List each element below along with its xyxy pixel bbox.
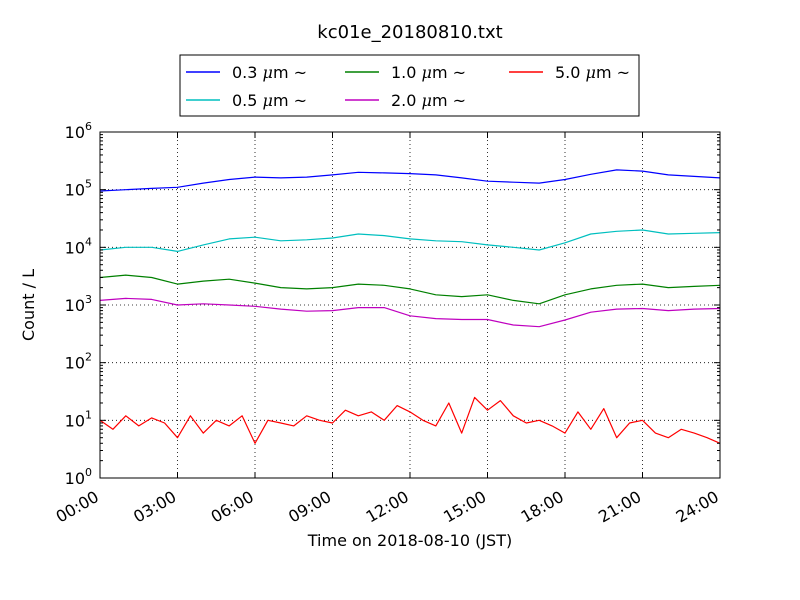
series-line-1	[99, 229, 721, 252]
y-axis-label: Count / L	[19, 269, 38, 341]
y-tick-label: 104	[65, 235, 92, 257]
legend-label-1: 0.5 μm ~	[232, 91, 307, 110]
series-line-2	[99, 274, 721, 305]
legend-label-3: 2.0 μm ~	[391, 91, 466, 110]
y-tick-exponent: 3	[85, 293, 92, 306]
x-tick-label: 09:00	[285, 487, 334, 527]
y-tick-base: 10	[65, 181, 85, 200]
y-tick-exponent: 0	[85, 466, 92, 479]
y-tick-exponent: 4	[85, 235, 92, 248]
legend-label-0: 0.3 μm ~	[232, 63, 307, 82]
x-axis-label: Time on 2018-08-10 (JST)	[307, 531, 512, 550]
x-tick-label: 18:00	[518, 487, 567, 527]
legend-box	[179, 54, 640, 117]
y-tick-label: 102	[65, 351, 92, 373]
series-line-0	[99, 169, 721, 192]
x-tick-label: 24:00	[673, 487, 722, 527]
y-tick-exponent: 5	[85, 178, 92, 191]
series-line-3	[99, 297, 721, 328]
x-tick-label: 15:00	[440, 487, 489, 527]
y-tick-label: 101	[65, 408, 92, 430]
chart-title: kc01e_20180810.txt	[317, 22, 502, 43]
y-tick-base: 10	[65, 296, 85, 315]
y-tick-exponent: 6	[85, 120, 92, 133]
x-tick-label: 00:00	[53, 487, 102, 527]
y-tick-label: 103	[65, 293, 92, 315]
y-tick-exponent: 1	[85, 408, 92, 421]
x-tick-label: 03:00	[130, 487, 179, 527]
y-tick-label: 100	[65, 466, 92, 488]
y-tick-base: 10	[65, 411, 85, 430]
axes-layer: 00:00 03:00 06:00 09:00 12:00 15:00 18:00 21:00…	[53, 120, 722, 527]
x-tick-label: 06:00	[208, 487, 257, 527]
y-tick-label: 106	[65, 120, 92, 142]
legend: 0.3 μm ~ 0.5 μm ~ 1.0 μm ~ 2.0 μm ~ 5.0 μm ~	[179, 54, 640, 117]
y-tick-label: 105	[65, 178, 92, 200]
legend-label-4: 5.0 μm ~	[555, 63, 630, 82]
y-tick-base: 10	[65, 238, 85, 257]
plot-frame	[99, 131, 721, 479]
y-tick-exponent: 2	[85, 351, 92, 364]
legend-label-2: 1.0 μm ~	[391, 63, 466, 82]
series-line-4	[99, 396, 721, 444]
y-tick-base: 10	[65, 469, 85, 488]
y-tick-base: 10	[65, 123, 85, 142]
x-tick-label: 12:00	[363, 487, 412, 527]
series-layer	[99, 169, 721, 444]
x-tick-label: 21:00	[595, 487, 644, 527]
y-tick-base: 10	[65, 354, 85, 373]
